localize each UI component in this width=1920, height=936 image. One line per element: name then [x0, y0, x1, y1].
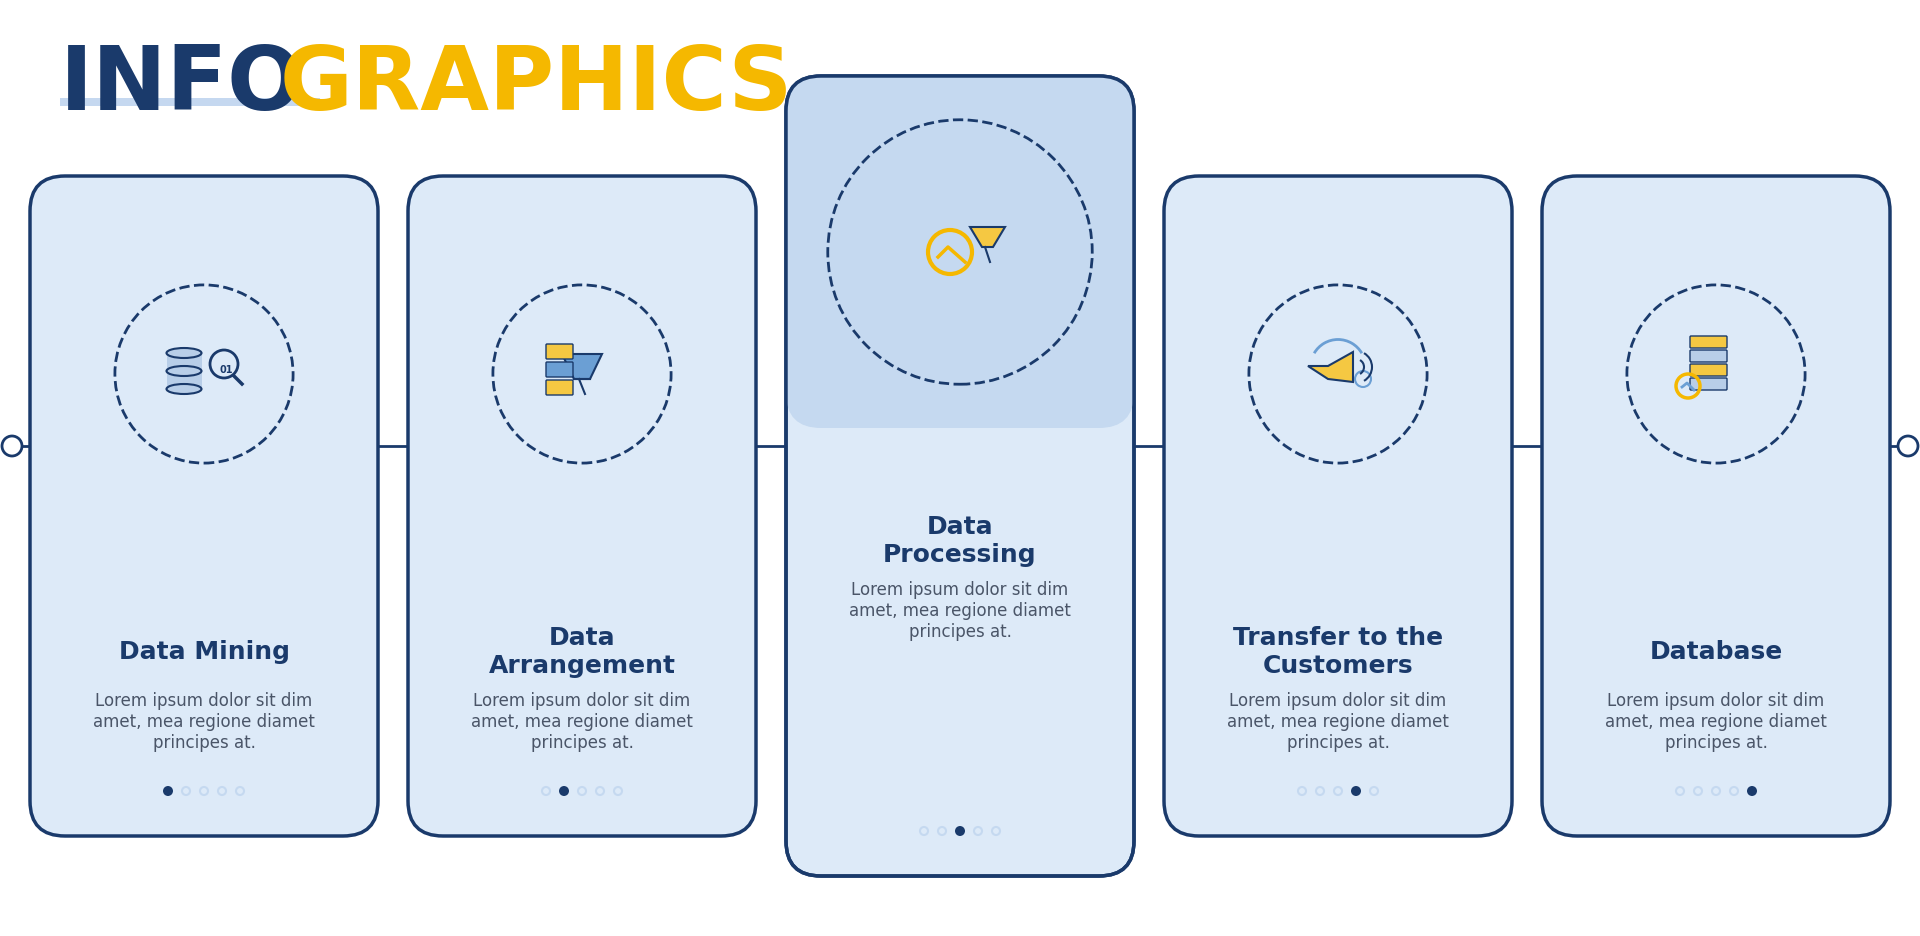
- Polygon shape: [563, 355, 603, 380]
- FancyBboxPatch shape: [785, 77, 1135, 876]
- FancyBboxPatch shape: [1690, 365, 1726, 376]
- Text: Database: Database: [1649, 639, 1782, 664]
- Text: Data
Processing: Data Processing: [883, 515, 1037, 566]
- FancyBboxPatch shape: [545, 381, 572, 396]
- Polygon shape: [1308, 353, 1354, 383]
- Text: Transfer to the
Customers: Transfer to the Customers: [1233, 625, 1444, 678]
- Bar: [167, 372, 202, 389]
- Circle shape: [1747, 786, 1757, 797]
- Text: Lorem ipsum dolor sit dim
amet, mea regione diamet
principes at.: Lorem ipsum dolor sit dim amet, mea regi…: [1227, 692, 1450, 752]
- Circle shape: [954, 826, 966, 836]
- FancyBboxPatch shape: [31, 177, 378, 836]
- FancyBboxPatch shape: [1542, 177, 1889, 836]
- Circle shape: [1352, 786, 1361, 797]
- Ellipse shape: [167, 348, 202, 358]
- FancyBboxPatch shape: [409, 177, 756, 836]
- Circle shape: [2, 436, 21, 457]
- Bar: [167, 354, 202, 372]
- FancyBboxPatch shape: [785, 77, 1135, 429]
- Text: Lorem ipsum dolor sit dim
amet, mea regione diamet
principes at.: Lorem ipsum dolor sit dim amet, mea regi…: [92, 692, 315, 752]
- FancyBboxPatch shape: [1690, 351, 1726, 362]
- FancyBboxPatch shape: [1690, 378, 1726, 390]
- Text: Lorem ipsum dolor sit dim
amet, mea regione diamet
principes at.: Lorem ipsum dolor sit dim amet, mea regi…: [1605, 692, 1828, 752]
- Text: INFO: INFO: [60, 42, 303, 129]
- Circle shape: [1899, 436, 1918, 457]
- Polygon shape: [970, 227, 1004, 248]
- FancyBboxPatch shape: [545, 362, 572, 377]
- FancyBboxPatch shape: [1164, 177, 1513, 836]
- Circle shape: [559, 786, 568, 797]
- Text: GRAPHICS: GRAPHICS: [280, 42, 793, 129]
- Ellipse shape: [167, 367, 202, 376]
- Text: Lorem ipsum dolor sit dim
amet, mea regione diamet
principes at.: Lorem ipsum dolor sit dim amet, mea regi…: [470, 692, 693, 752]
- Text: Lorem ipsum dolor sit dim
amet, mea regione diamet
principes at.: Lorem ipsum dolor sit dim amet, mea regi…: [849, 580, 1071, 640]
- FancyBboxPatch shape: [545, 344, 572, 359]
- Text: 01: 01: [219, 365, 232, 374]
- FancyBboxPatch shape: [60, 99, 321, 107]
- Text: Data
Arrangement: Data Arrangement: [488, 625, 676, 678]
- Ellipse shape: [167, 385, 202, 395]
- Text: Data Mining: Data Mining: [119, 639, 290, 664]
- Circle shape: [163, 786, 173, 797]
- FancyBboxPatch shape: [1690, 337, 1726, 348]
